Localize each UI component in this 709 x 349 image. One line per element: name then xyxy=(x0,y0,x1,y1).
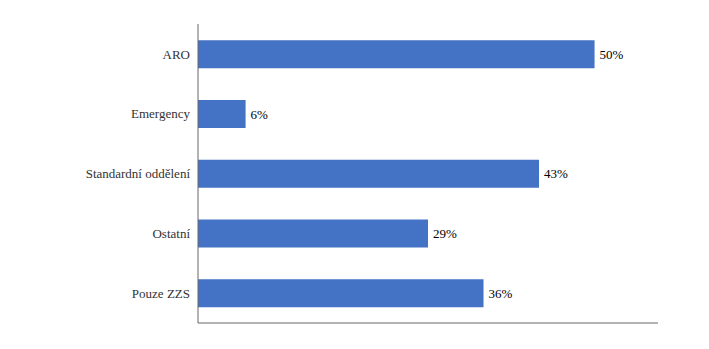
svg-text:50%: 50% xyxy=(600,47,624,62)
svg-text:Ostatní: Ostatní xyxy=(152,226,190,241)
svg-text:ARO: ARO xyxy=(163,47,190,62)
svg-text:36%: 36% xyxy=(489,286,513,301)
svg-text:43%: 43% xyxy=(544,166,568,181)
svg-text:6%: 6% xyxy=(251,107,269,122)
svg-text:29%: 29% xyxy=(433,226,457,241)
svg-text:Pouze ZZS: Pouze ZZS xyxy=(132,286,190,301)
svg-text:Emergency: Emergency xyxy=(131,106,190,121)
svg-text:Standardní oddělení: Standardní oddělení xyxy=(86,166,191,181)
